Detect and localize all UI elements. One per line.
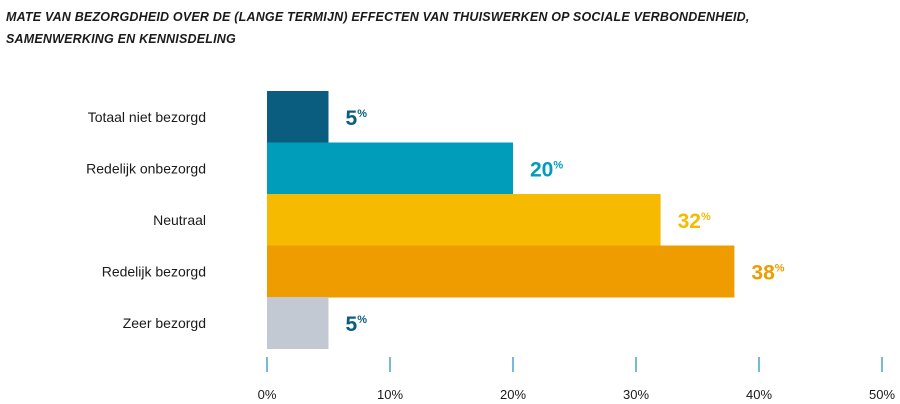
category-label-4: Redelijk bezorgd xyxy=(102,263,206,279)
value-label-2: 20% xyxy=(530,158,563,181)
value-label-1: 5% xyxy=(346,107,368,130)
bar-5 xyxy=(267,297,329,349)
tick-label-10: 10% xyxy=(377,387,403,402)
tick-label-0: 0% xyxy=(258,387,277,402)
bar-2 xyxy=(267,142,513,195)
bar-3 xyxy=(267,194,661,246)
category-label-1: Totaal niet bezorgd xyxy=(88,109,206,125)
tick-label-50: 50% xyxy=(869,387,895,402)
chart-title-line-2: SAMENWERKING EN KENNISDELING xyxy=(6,32,236,46)
tick-label-40: 40% xyxy=(746,387,772,402)
category-label-5: Zeer bezorgd xyxy=(123,315,206,331)
bar-1 xyxy=(267,91,329,143)
value-label-5: 5% xyxy=(346,313,368,336)
category-label-3: Neutraal xyxy=(153,212,206,228)
tick-label-30: 30% xyxy=(623,387,649,402)
bar-4 xyxy=(267,245,735,298)
tick-label-20: 20% xyxy=(500,387,526,402)
value-label-3: 32% xyxy=(678,210,711,233)
category-label-2: Redelijk onbezorgd xyxy=(86,160,206,176)
chart-title-line-1: MATE VAN BEZORGDHEID OVER DE (LANGE TERM… xyxy=(6,10,750,24)
chart-title: MATE VAN BEZORGDHEID OVER DE (LANGE TERM… xyxy=(6,6,886,50)
value-label-4: 38% xyxy=(751,261,784,284)
